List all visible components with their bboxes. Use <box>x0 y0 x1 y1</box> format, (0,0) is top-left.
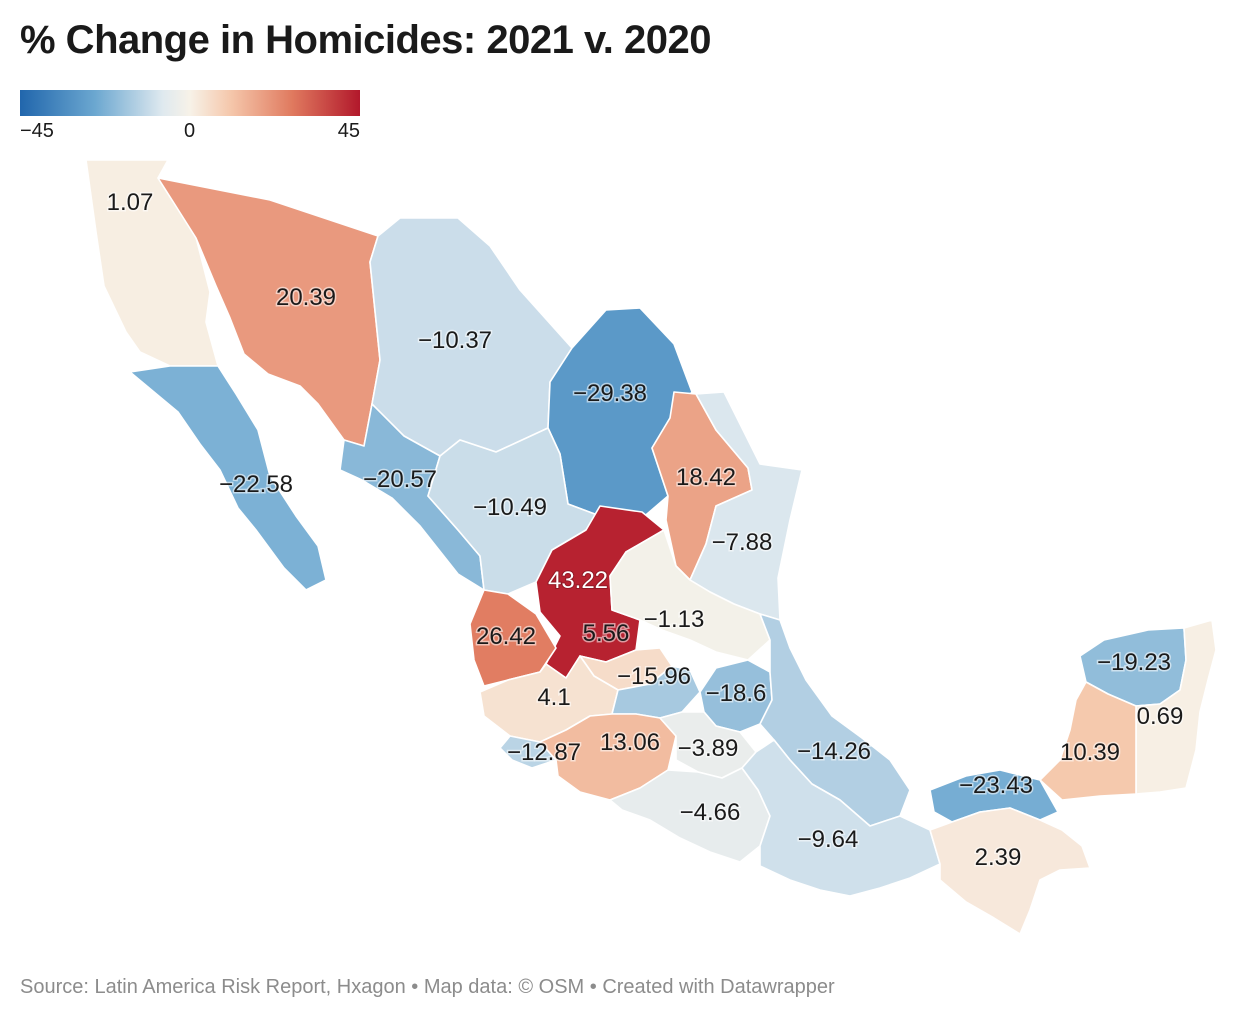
region-campeche[interactable] <box>1039 681 1137 801</box>
label-tabasco: −23.43 <box>959 772 1033 799</box>
legend-mid-label: 0 <box>184 120 196 142</box>
label-sonora: 20.39 <box>276 284 336 311</box>
legend-max-label: 45 <box>337 120 360 142</box>
label-colima: −12.87 <box>507 739 581 766</box>
color-legend: −45 0 45 <box>20 90 360 142</box>
region-chiapas[interactable] <box>929 807 1091 935</box>
label-guanajuato: 5.56 <box>583 620 630 647</box>
label-sinaloa: −20.57 <box>363 466 437 493</box>
label-baja-california: 1.07 <box>107 189 154 216</box>
legend-gradient-bar <box>20 90 360 116</box>
label-hidalgo: −18.6 <box>706 680 767 707</box>
label-michoacan: 13.06 <box>600 729 660 756</box>
label-veracruz: −14.26 <box>797 738 871 765</box>
legend-min-label: −45 <box>20 120 54 142</box>
label-chiapas: 2.39 <box>975 844 1022 871</box>
region-quintana-roo[interactable] <box>1135 619 1217 795</box>
label-durango: −10.49 <box>473 494 547 521</box>
label-chihuahua: −10.37 <box>418 327 492 354</box>
label-queretaro: −15.96 <box>617 663 691 690</box>
label-yucatan: −19.23 <box>1097 649 1171 676</box>
region-oaxaca[interactable] <box>741 739 941 897</box>
region-michoacan[interactable] <box>539 713 677 801</box>
label-nayarit: 26.42 <box>476 623 536 650</box>
label-san-luis-potosi: −1.13 <box>644 606 705 633</box>
region-baja-california-sur[interactable] <box>129 365 327 591</box>
choropleth-map: 1.07 20.39 −10.37 −29.38 −22.58 −20.57 −… <box>0 150 1240 950</box>
label-campeche: 10.39 <box>1060 739 1120 766</box>
label-baja-california-sur: −22.58 <box>219 471 293 498</box>
map-svg: 1.07 20.39 −10.37 −29.38 −22.58 −20.57 −… <box>85 159 1217 935</box>
region-san-luis-potosi[interactable] <box>609 529 771 661</box>
label-oaxaca: −9.64 <box>798 826 859 853</box>
region-labels: 1.07 20.39 −10.37 −29.38 −22.58 −20.57 −… <box>105 188 1185 873</box>
map-title: % Change in Homicides: 2021 v. 2020 <box>20 18 711 62</box>
label-quintana-roo: 0.69 <box>1137 703 1184 730</box>
label-zacatecas: 43.22 <box>548 567 608 594</box>
label-tamaulipas: −7.88 <box>712 529 773 556</box>
label-mexico-state: −3.89 <box>678 735 739 762</box>
source-footer: Source: Latin America Risk Report, Hxago… <box>20 976 835 998</box>
label-guerrero: −4.66 <box>680 799 741 826</box>
label-nuevo-leon: 18.42 <box>676 464 736 491</box>
label-coahuila: −29.38 <box>573 380 647 407</box>
label-jalisco: 4.1 <box>537 684 570 711</box>
